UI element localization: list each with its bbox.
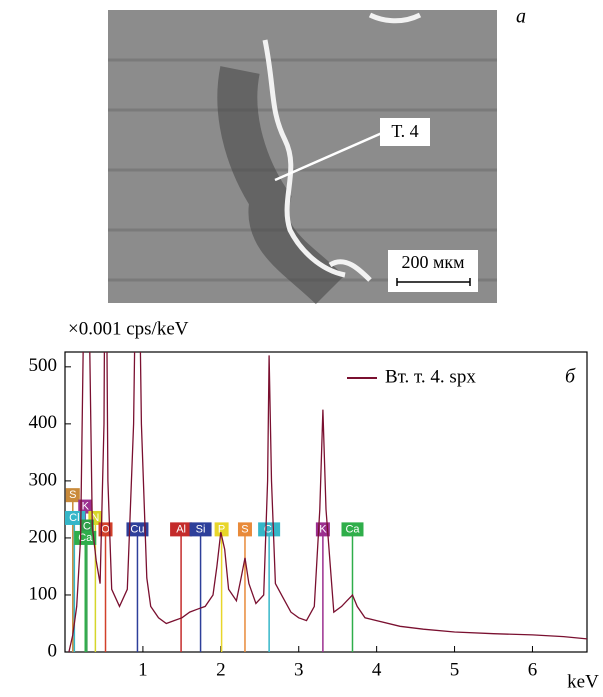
image-bright-structure [262,12,422,282]
spectrum-chart: ×0.001 cps/keV keV б 0 100 200 300 400 500 1 2 3… [29,318,600,692]
marker-box [79,519,94,534]
x-tick-label: 2 [216,659,226,680]
marker-box [78,499,93,514]
marker-box [126,522,149,537]
marker-label: Cl [69,512,79,524]
marker-label: Cl [264,523,274,535]
x-tick-label: 3 [294,659,304,680]
marker-label: Ca [345,523,360,535]
x-tick-label: 4 [372,659,382,680]
marker-label: Si [196,523,206,535]
point-label: Т. 4 [391,121,418,141]
marker-label: K [319,523,327,535]
y-tick-label: 500 [29,355,58,376]
marker-box [341,522,364,537]
y-tick-label: 100 [29,583,58,604]
y-tick-label: 0 [48,640,58,661]
marker-label: C [83,520,91,532]
marker-label: S [241,523,248,535]
y-tick-label: 200 [29,526,58,547]
marker-label: S [69,489,76,501]
marker-box [237,522,252,537]
x-tick-label: 1 [138,659,148,680]
marker-label: P [218,523,225,535]
image-texture [108,58,497,282]
scale-bar [396,278,471,286]
marker-box [214,522,229,537]
marker-label: O [101,523,110,535]
scale-bar-label: 200 мкм [401,252,464,272]
sem-image: Т. 4 200 мкм а [108,6,526,305]
plot-frame [64,351,588,653]
marker-box [189,522,212,537]
x-tick-label: 5 [450,659,460,680]
pointer-line [274,131,383,182]
legend-label: Вт. т. 4. spx [385,366,476,387]
image-dark-region [217,66,345,305]
spectrum-line [68,352,587,652]
x-axis-label: keV [567,671,599,692]
y-tick-label: 300 [29,469,58,490]
x-tick-label: 6 [528,659,538,680]
point-label-box [380,118,430,146]
panel-label: б [565,366,576,388]
marker-label: N [91,512,99,524]
y-axis-label: ×0.001 cps/keV [68,318,189,339]
marker-label: Cu [130,523,144,535]
marker-box [65,488,80,503]
marker-label: K [82,500,90,512]
marker-label: Ca [78,532,93,544]
y-tick-label: 400 [29,412,58,433]
marker-box [170,522,193,537]
panel-label: а [516,6,526,28]
marker-box [258,522,281,537]
scale-box [388,250,478,292]
marker-label: Al [176,523,186,535]
